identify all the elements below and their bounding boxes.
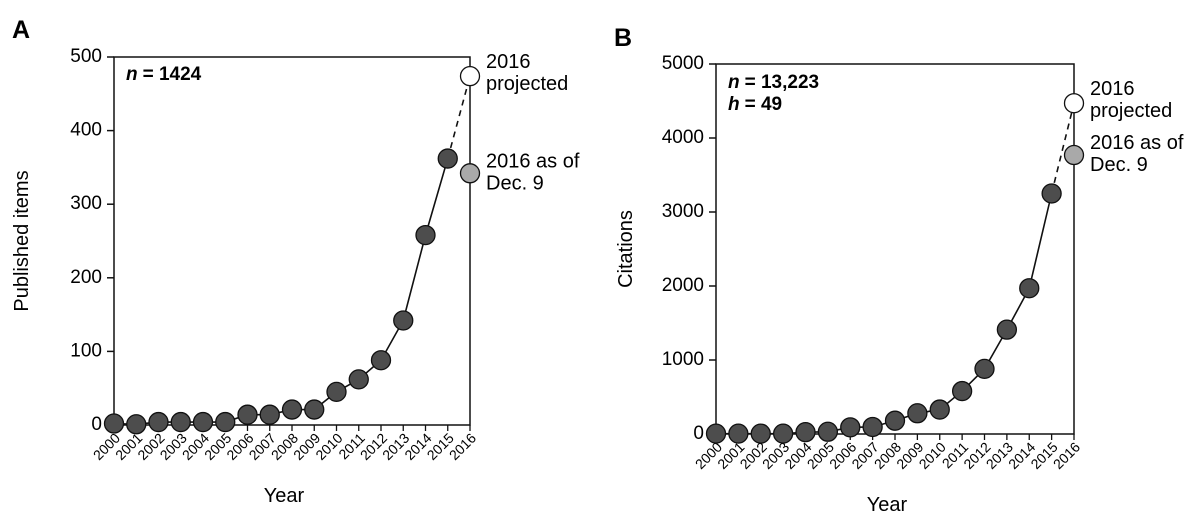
data-point: [840, 417, 861, 438]
data-point: [326, 381, 347, 403]
x-tick-label: 2016: [1050, 439, 1083, 472]
data-point: [148, 411, 169, 433]
data-point: [1041, 183, 1062, 204]
series-line: [716, 193, 1053, 435]
as-of-annotation-line2: Dec. 9: [486, 172, 544, 194]
y-tick-label: 500: [70, 46, 102, 67]
plot-frame: [113, 56, 471, 426]
as-of-point: [1063, 144, 1085, 166]
data-point: [772, 423, 794, 444]
projected-annotation-line1: 2016: [1090, 78, 1135, 100]
data-point: [929, 399, 950, 420]
projection-dashed-line: [446, 75, 471, 159]
as-of-point: [459, 163, 481, 184]
panel-letter: B: [614, 24, 632, 52]
plot-frame: [715, 63, 1075, 435]
y-axis-label: Citations: [615, 210, 637, 288]
panel-letter: A: [12, 16, 30, 44]
y-tick-label: 300: [70, 193, 102, 214]
data-point: [862, 416, 883, 438]
y-tick-label: 4000: [662, 127, 704, 148]
stat-label: h = 49: [728, 94, 782, 115]
projected-annotation-line1: 2016: [486, 51, 531, 73]
y-tick-label: 100: [70, 340, 102, 361]
y-tick-label: 400: [70, 120, 102, 141]
data-point: [393, 310, 414, 331]
data-point: [884, 410, 906, 431]
data-point: [259, 404, 280, 425]
data-point: [304, 399, 325, 420]
y-axis-label: Published items: [11, 170, 33, 311]
data-point: [1019, 278, 1040, 299]
y-tick-label: 2000: [662, 275, 704, 296]
y-tick-label: 5000: [662, 53, 704, 74]
data-point: [415, 224, 436, 246]
as-of-annotation-line1: 2016 as of: [1090, 132, 1184, 154]
data-point: [817, 421, 839, 442]
stat-value: = 49: [745, 94, 783, 115]
data-point: [170, 411, 191, 433]
data-point: [437, 148, 458, 169]
data-point: [215, 411, 236, 433]
data-point: [348, 369, 369, 390]
data-point: [126, 414, 147, 435]
data-point: [996, 319, 1018, 340]
projected-point: [459, 65, 481, 87]
y-tick-label: 1000: [662, 349, 704, 370]
x-axis-label: Year: [867, 494, 908, 516]
data-point: [907, 403, 928, 424]
data-point: [705, 423, 727, 444]
stat-symbol: n: [126, 64, 138, 85]
y-tick-label: 200: [70, 267, 102, 288]
y-tick-label: 0: [693, 423, 704, 444]
projected-annotation-line2: projected: [486, 73, 568, 95]
data-point: [728, 423, 749, 444]
y-tick-label: 3000: [662, 201, 704, 222]
stat-label: n = 1424: [126, 64, 202, 85]
projection-dashed-line: [1050, 103, 1075, 194]
data-point: [192, 411, 214, 433]
stat-value: = 13,223: [745, 72, 820, 93]
as-of-annotation-line2: Dec. 9: [1090, 154, 1148, 176]
data-point: [370, 350, 392, 371]
y-tick-label: 0: [91, 414, 102, 435]
data-point: [974, 358, 995, 380]
data-point: [103, 413, 125, 434]
data-point: [750, 423, 771, 444]
stat-value: = 1424: [143, 64, 202, 85]
x-axis-label: Year: [264, 485, 305, 507]
chart-panel-a: A010020030040050020002001200220032004200…: [11, 16, 580, 507]
data-point: [281, 399, 303, 420]
chart-panel-b: B010002000300040005000200020012002200320…: [614, 24, 1184, 516]
data-point: [951, 380, 973, 402]
data-point: [237, 404, 258, 425]
series-line: [113, 158, 449, 426]
stat-label: n = 13,223: [728, 72, 819, 93]
projected-annotation-line2: projected: [1090, 100, 1172, 122]
x-tick-label: 2016: [446, 430, 479, 463]
stat-symbol: n: [728, 72, 740, 93]
stat-symbol: h: [728, 94, 740, 115]
projected-point: [1063, 93, 1085, 114]
data-point: [795, 421, 816, 443]
as-of-annotation-line1: 2016 as of: [486, 150, 580, 172]
